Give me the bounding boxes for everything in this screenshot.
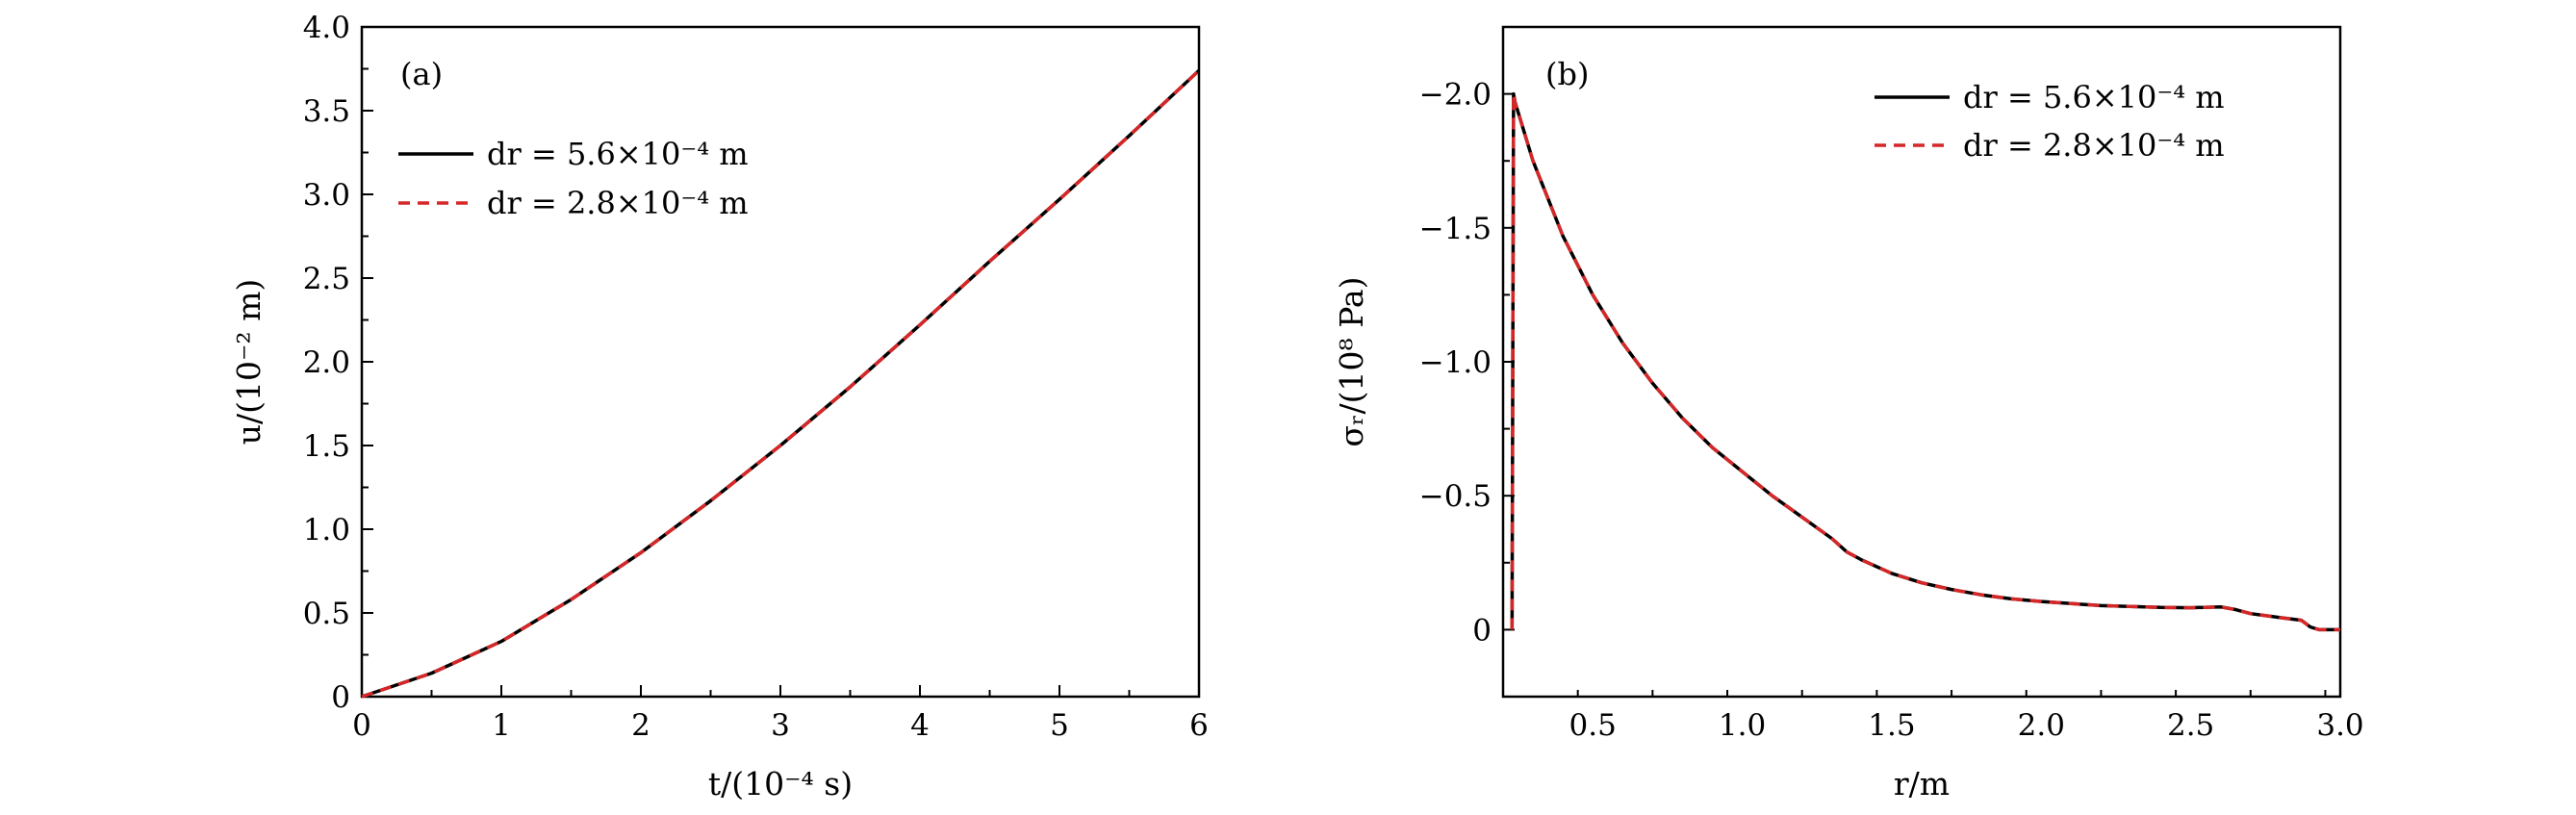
panel-a-y-tick-label: 1.0 [303,513,350,548]
panel-b-x-axis-title: r/m [1894,765,1950,802]
panel-b-series-line-2 [1510,91,2340,632]
panel-a-plot-frame [360,25,1201,699]
panel-b-x-tick-label: 2.0 [2018,708,2065,743]
panel-b-legend-entry-2: dr = 2.8×10⁻⁴ m [1963,127,2225,164]
panel-a-y-tick-label: 0 [331,680,350,715]
panel-b-x-tick-label: 1.0 [1719,708,1766,743]
panel-b-legend-entry-1: dr = 5.6×10⁻⁴ m [1963,79,2225,115]
panel-a-x-tick-label: 5 [1050,708,1069,743]
panel-a-x-tick-label: 1 [492,708,511,743]
panel-b-x-tick-label: 1.5 [1868,708,1915,743]
panel-b-y-tick-label: 0 [1472,613,1492,648]
panel-a-y-axis-title: u/(10⁻² m) [230,279,268,446]
panel-b-ticks: 0.5 1.0 1.5 2.0 2.5 3.0 0 −0.5 −1.0 −1.5 −2.0 [1419,26,2364,743]
panel-a-y-tick-label: 3.5 [303,94,350,129]
panel-a-y-tick-label: 2.5 [303,262,350,296]
panel-b-y-tick-label: −2.0 [1419,78,1492,113]
panel-b-chart: 0.5 1.0 1.5 2.0 2.5 3.00−0.5−1.0−1.5−2.0 (b) … [1333,25,2364,802]
panel-a-y-tick-label: 0.5 [303,597,350,631]
panel-a-y-tick-label: 3.0 [303,178,350,213]
panel-b-y-tick-label: −0.5 [1419,479,1492,514]
panel-a-label: (a) [400,56,443,92]
panel-b-x-tick-label: 0.5 [1569,708,1617,743]
panel-a-x-tick-label: 6 [1189,708,1209,743]
panel-a-x-tick-label: 0 [352,708,371,743]
panel-b-y-axis-title: σᵣ/(10⁸ Pa) [1333,277,1370,447]
panel-a-series [361,68,1201,699]
panel-a-y-tick-label: 1.5 [303,429,350,464]
panel-a-ticks: 0 1 2 3 4 5 6 0 0.5 1.0 1.5 2.0 2.5 3.0 3.5 4.0 [303,11,1209,743]
panel-a-series-line-2 [361,68,1201,699]
panel-b-label: (b) [1545,56,1589,92]
panel-b-series [1510,91,2340,632]
panel-a-chart: 0 1 2 3 4 5 6 0 0.5 1.0 1.5 2.0 2.5 3.0 3.5 4.0 (a) dr … [230,11,1209,802]
panel-b-x-tick-label: 3.0 [2316,708,2363,743]
panel-a-x-tick-label: 2 [631,708,650,743]
panel-b-x-tick-label: 2.5 [2167,708,2214,743]
panel-a-y-tick-label: 4.0 [303,11,350,45]
panel-a-x-tick-label: 3 [771,708,790,743]
panel-a-y-tick-label: 2.0 [303,345,350,380]
panel-b-y-tick-label: −1.5 [1419,212,1492,246]
panel-b-legend: dr = 5.6×10⁻⁴ m dr = 2.8×10⁻⁴ m [1875,79,2225,164]
panel-a-x-tick-label: 4 [910,708,930,743]
panel-a-legend: dr = 5.6×10⁻⁴ m dr = 2.8×10⁻⁴ m [398,136,749,221]
panel-a-x-axis-title: t/(10⁻⁴ s) [708,765,853,802]
panel-b-y-tick-label: −1.0 [1419,345,1492,380]
panel-a-legend-entry-1: dr = 5.6×10⁻⁴ m [487,136,749,172]
panel-a-legend-entry-2: dr = 2.8×10⁻⁴ m [487,185,749,221]
